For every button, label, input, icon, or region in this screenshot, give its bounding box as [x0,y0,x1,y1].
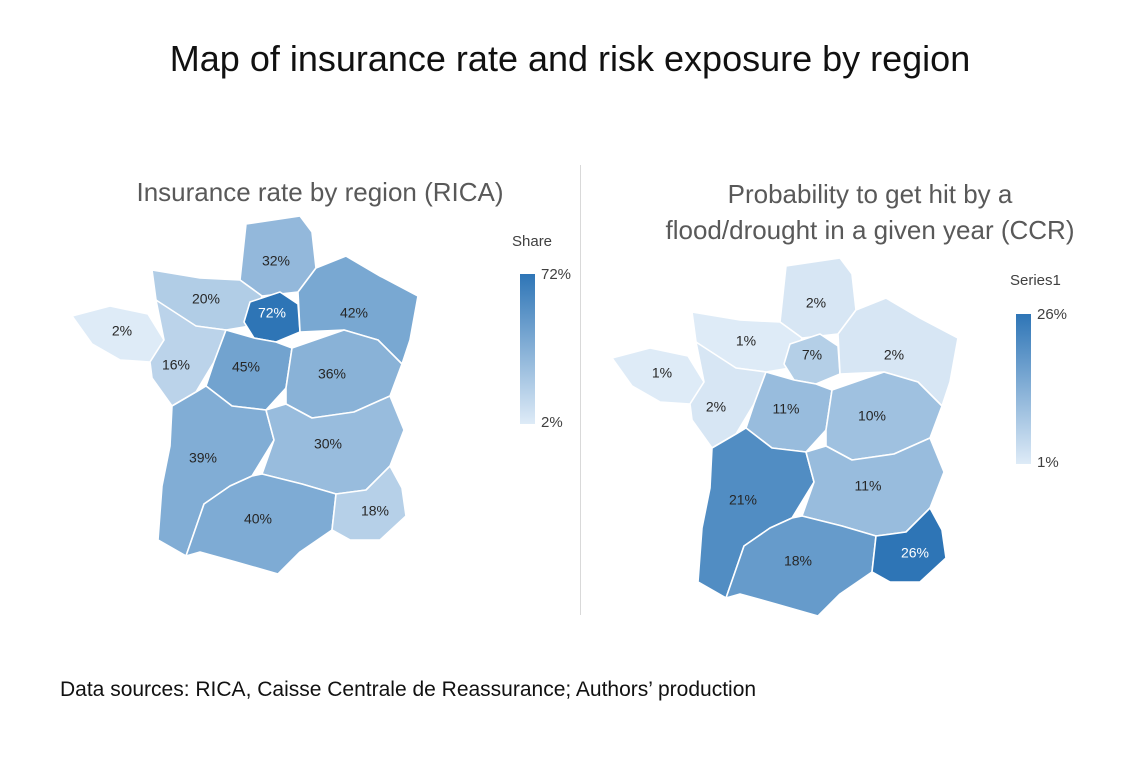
right-legend-min: 1% [1037,454,1059,471]
region-label-nouvelle-aquitaine: 39% [189,450,217,466]
right-legend-title: Series1 [1010,272,1061,289]
left-legend-title: Share [512,233,553,250]
region-label-provence-alpes-cote-d-azur: 18% [361,503,389,519]
region-label-bretagne: 2% [112,323,132,339]
region-provence-alpes-cote-d-azur [871,507,947,583]
right-map-title: Probability to get hit by a flood/drough… [650,176,1090,248]
left-legend-max: 72% [541,266,572,283]
panel-divider [580,165,581,615]
region-label-grand-est: 2% [884,347,904,363]
region-label-centre-val-de-loire: 45% [232,359,260,375]
region-label-bourgogne-franche-comte: 36% [318,366,346,382]
region-label-grand-est: 42% [340,305,368,321]
data-source-note: Data sources: RICA, Caisse Centrale de R… [60,678,757,701]
region-label-occitanie: 18% [784,553,812,569]
left-legend-color-scale [520,274,535,424]
left-map-title: Insurance rate by region (RICA) [136,177,504,207]
right-map-title-line-1: Probability to get hit by a [727,179,1013,209]
region-label-ile-de-france: 7% [802,347,822,363]
region-label-occitanie: 40% [244,511,272,527]
region-label-bretagne: 1% [652,365,672,381]
region-label-normandie: 20% [192,291,220,307]
region-label-nouvelle-aquitaine: 21% [729,492,757,508]
region-ile-de-france [243,291,301,343]
region-label-auvergne-rhone-alpes: 11% [855,478,882,494]
region-label-ile-de-france: 72% [258,305,286,321]
region-label-bourgogne-franche-comte: 10% [858,408,886,424]
region-label-hauts-de-france: 2% [806,295,826,311]
main-title: Map of insurance rate and risk exposure … [169,38,971,79]
region-provence-alpes-cote-d-azur [331,465,407,541]
right-legend-max: 26% [1037,306,1068,323]
right-map-title-line-2: flood/drought in a given year (CCR) [665,215,1075,245]
region-centre-val-de-loire [745,371,833,453]
region-label-pays-de-la-loire: 16% [162,357,190,373]
region-ile-de-france [783,333,841,385]
region-label-auvergne-rhone-alpes: 30% [314,436,342,452]
region-label-provence-alpes-cote-d-azur: 26% [901,545,929,561]
region-centre-val-de-loire [205,329,293,411]
left-legend-min: 2% [541,414,563,431]
region-label-hauts-de-france: 32% [262,253,290,269]
region-label-normandie: 1% [736,333,756,349]
region-label-pays-de-la-loire: 2% [706,399,726,415]
region-label-centre-val-de-loire: 11% [773,401,800,417]
right-legend-color-scale [1016,314,1031,464]
